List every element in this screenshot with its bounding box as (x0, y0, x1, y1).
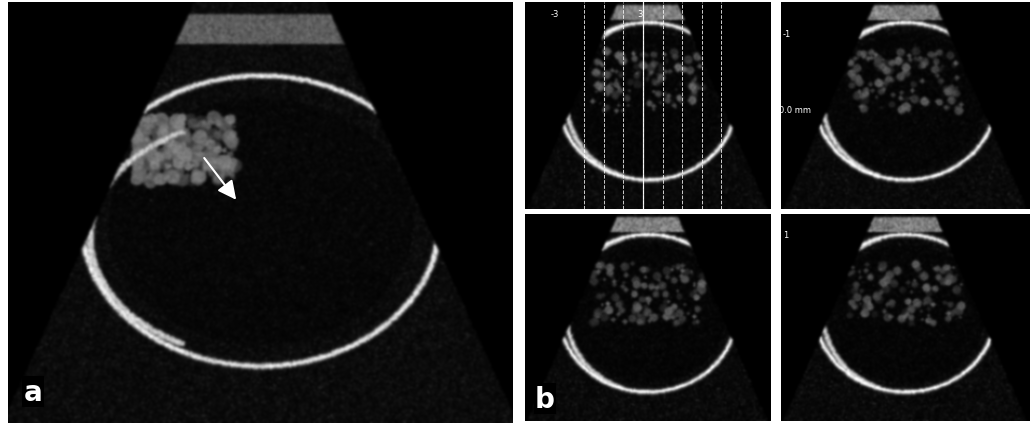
Text: 0.0 mm: 0.0 mm (779, 106, 811, 115)
Text: a: a (24, 378, 42, 406)
Text: 1: 1 (783, 231, 788, 240)
Text: 3: 3 (638, 10, 643, 19)
Text: -3: -3 (550, 10, 558, 19)
Text: -1: -1 (783, 30, 791, 39)
Text: b: b (535, 385, 555, 413)
